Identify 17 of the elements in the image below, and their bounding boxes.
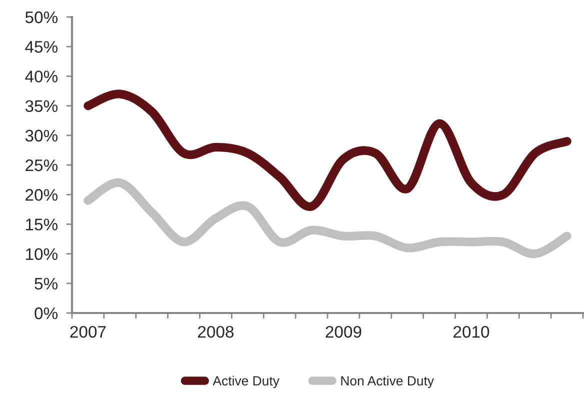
y-tick-label: 30%: [25, 130, 58, 142]
y-tick-label: 25%: [26, 159, 58, 172]
y-tick-label: 5%: [34, 278, 58, 290]
y-tick-label: 0%: [34, 307, 58, 320]
y-tick-label: 15%: [26, 218, 58, 230]
y-tick-label: 20%: [26, 189, 58, 201]
y-tick-label: 50%: [25, 11, 58, 24]
y-tick-label: 40%: [25, 70, 58, 82]
x-tick-label: 2008: [198, 326, 234, 338]
y-tick-label: 35%: [25, 100, 58, 112]
x-tick-label: 2007: [70, 326, 106, 338]
y-tick-label: 45%: [25, 41, 58, 53]
x-tick-label: 2010: [454, 326, 490, 338]
legend-label: Active Duty: [212, 376, 280, 388]
x-tick-label: 2009: [326, 326, 362, 338]
y-tick-label: 10%: [26, 248, 58, 260]
legend-label: Non Active Duty: [341, 376, 434, 388]
